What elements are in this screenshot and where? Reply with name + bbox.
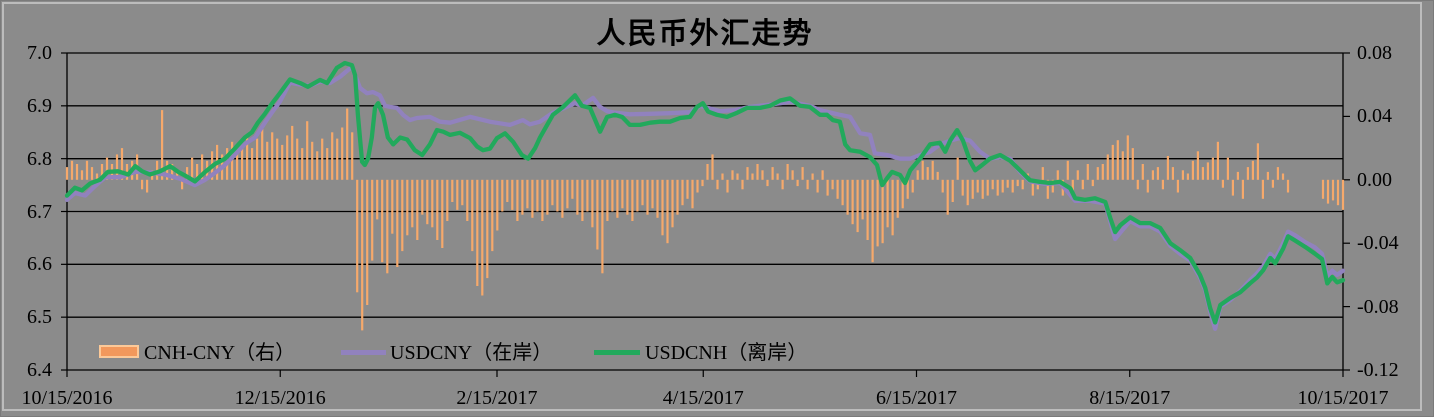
y-right-tick-label: -0.08 xyxy=(1357,295,1399,318)
y-left-tick-label: 6.5 xyxy=(27,306,52,329)
x-axis-tick-label: 6/15/2017 xyxy=(875,387,958,409)
x-axis-tick-label: 8/15/2017 xyxy=(1089,387,1171,409)
y-right-tick-label: 0.08 xyxy=(1357,42,1392,64)
y-left-tick-label: 6.6 xyxy=(27,253,52,276)
bars-cnh-cny xyxy=(65,108,1345,331)
legend-label-usdcny: USDCNY（在岸） xyxy=(390,342,553,364)
x-axis-tick-label: 10/15/2017 xyxy=(1297,387,1389,409)
y-left-tick-label: 7.0 xyxy=(27,42,52,64)
chart-area-frame xyxy=(2,2,1422,411)
y-left-tick-label: 6.7 xyxy=(27,200,52,223)
y-left-tick-label: 6.8 xyxy=(27,147,52,170)
x-axis-tick-label: 2/15/2017 xyxy=(456,387,538,409)
y-right-tick-label: 0.04 xyxy=(1357,105,1392,128)
y-right-tick-label: 0.00 xyxy=(1357,168,1392,191)
legend-line-swatch-usdcnh xyxy=(594,350,640,355)
y-left-tick-label: 6.9 xyxy=(27,94,52,117)
legend-line-swatch-usdcny xyxy=(341,350,386,355)
x-axis-tick-label: 10/15/2016 xyxy=(21,387,113,409)
chart-title: 人民币外汇走势 xyxy=(596,18,814,50)
x-axis-tick-label: 12/15/2016 xyxy=(234,387,326,409)
legend-label-cnh-cny: CNH-CNY（右） xyxy=(144,342,296,364)
y-right-tick-label: -0.04 xyxy=(1357,232,1399,255)
y-right-tick-label: -0.12 xyxy=(1357,359,1399,381)
x-axis-tick-label: 4/15/2017 xyxy=(662,387,744,409)
gridlines xyxy=(67,52,1343,371)
legend-bar-swatch xyxy=(99,345,139,358)
legend-label-usdcnh: USDCNH（离岸） xyxy=(645,342,808,364)
axis-ticks xyxy=(61,52,1350,377)
y-left-tick-label: 6.4 xyxy=(27,359,52,381)
usdcnh-offshore-line xyxy=(64,60,1346,325)
